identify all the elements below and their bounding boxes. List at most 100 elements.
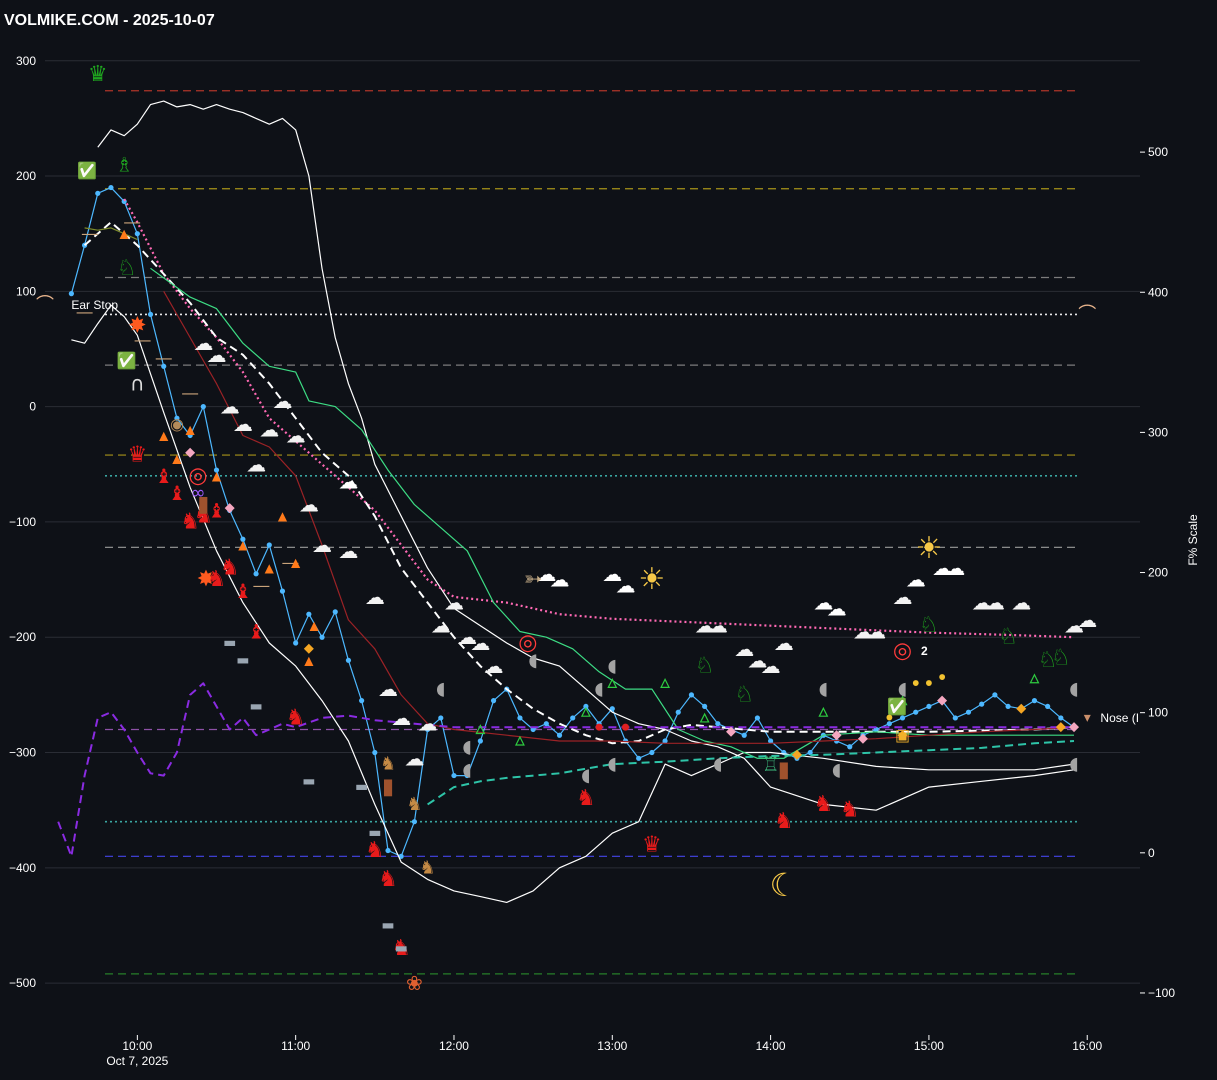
- y-tick-label: −100: [9, 515, 36, 529]
- cloud-rain-icon: ☁: [365, 585, 385, 609]
- pink-diamond-marker: [831, 730, 842, 741]
- series-point: [95, 190, 101, 196]
- series-point: [952, 715, 958, 721]
- honey-icon: ▣: [895, 726, 910, 745]
- series-line-2: [71, 304, 1075, 904]
- series-point: [147, 311, 154, 318]
- series-group: [57, 100, 1077, 904]
- bishop-red-icon: ♝: [247, 619, 265, 643]
- elephant-icon: ◖: [594, 679, 603, 700]
- series-point: [438, 715, 444, 721]
- series-line-6: [427, 740, 1075, 806]
- elephant-icon: ◖: [608, 656, 617, 677]
- series-point: [847, 744, 853, 750]
- series-point: [715, 721, 721, 727]
- green-triangle-marker: [699, 712, 710, 723]
- pink-diamond-marker: [1069, 722, 1080, 733]
- y-tick-label: −500: [9, 976, 36, 990]
- ear-icon: ⌒: [1078, 304, 1096, 325]
- series-point: [979, 701, 985, 707]
- target-icon: ◎: [893, 639, 912, 664]
- y-axis-right-label: F% Scale: [1186, 514, 1200, 566]
- y-tick-label: 300: [16, 54, 36, 68]
- cloud-rain-icon: ☁: [866, 619, 886, 643]
- boat-icon: ▬: [381, 917, 394, 933]
- y-tick-label: −400: [9, 861, 36, 875]
- green-triangle-marker: [607, 678, 618, 688]
- knight-green-icon: ♘: [998, 625, 1018, 650]
- horse-rider-icon: ♞: [380, 754, 396, 775]
- cloud-rain-icon: ☁: [391, 706, 411, 730]
- cloud-icon: ☁: [602, 562, 622, 586]
- cloud-rain-icon: ☁: [761, 654, 781, 678]
- feather-icon: ―: [124, 213, 140, 232]
- cloud-rain-icon: ☁: [853, 619, 873, 643]
- knight-red-icon: ♞: [220, 556, 240, 581]
- x-tick-label: 15:00: [914, 1039, 944, 1053]
- series-point: [1031, 698, 1038, 704]
- series-line-1: [97, 100, 1075, 811]
- series-point: [161, 363, 167, 369]
- pink-diamond-marker: [857, 733, 868, 744]
- green-triangle-marker: [660, 678, 671, 688]
- fire-icon: ▲: [265, 561, 275, 575]
- series-point: [279, 588, 286, 594]
- series-point: [570, 715, 576, 721]
- bee-icon: •: [936, 666, 948, 690]
- owl-icon: ◉: [170, 414, 184, 433]
- bishop-green-icon: ♗: [115, 153, 133, 177]
- series-point: [174, 415, 180, 421]
- cloud-icon: ☁: [550, 568, 570, 592]
- fire-icon: ▲: [310, 619, 320, 633]
- cloud-rain-icon: ☁: [220, 395, 240, 419]
- series-point: [886, 721, 892, 727]
- series-point: [1045, 703, 1051, 710]
- series-point: [200, 404, 206, 410]
- elephant-icon: ◖: [462, 759, 471, 780]
- archer-icon: ➳: [524, 567, 542, 592]
- cloud-icon: ☁: [827, 596, 847, 620]
- knight-red-icon: ♞: [576, 786, 596, 811]
- red-dot-marker: [595, 723, 603, 731]
- series-point: [253, 571, 259, 577]
- series-point: [899, 715, 906, 721]
- green-triangle-marker: [1029, 673, 1040, 684]
- cloud-icon: ☁: [813, 591, 833, 615]
- series-point: [741, 732, 747, 738]
- knight-red-icon: ♞: [840, 798, 860, 823]
- boat-icon: ▬: [368, 825, 381, 841]
- cloud-rain-icon: ☁: [484, 654, 504, 678]
- series-point: [688, 692, 695, 698]
- green-triangle-marker: [818, 706, 829, 717]
- pink-diamond-marker: [937, 695, 948, 706]
- fire-icon: ▲: [238, 538, 248, 552]
- y2-tick-label: 0: [1148, 846, 1155, 860]
- feather-icon: ―: [77, 303, 93, 322]
- cloud-rain-icon: ☁: [246, 452, 266, 476]
- series-line-8: [57, 682, 1074, 858]
- door-icon: ▮: [382, 775, 394, 800]
- series-point: [293, 640, 299, 646]
- cloud-rain-icon: ☁: [457, 625, 477, 649]
- cloud-rain-icon: ☁: [404, 746, 424, 770]
- bee-icon: •: [883, 706, 895, 730]
- cloud-rain-icon: ☁: [259, 418, 279, 442]
- series-point: [424, 726, 431, 733]
- cloud-icon: ☁: [615, 573, 635, 597]
- series-point: [754, 715, 761, 721]
- bishop-red-icon: ♝: [168, 481, 186, 505]
- pink-diamond-marker: [224, 503, 235, 514]
- series-line-4: [83, 221, 1075, 745]
- moon-icon: ☾: [769, 866, 798, 904]
- y2-tick-label: −100: [1148, 986, 1175, 1000]
- series-point: [649, 749, 655, 756]
- cloud-rain-icon: ☁: [193, 331, 213, 355]
- series-point: [675, 709, 681, 715]
- cloud-rain-icon: ☁: [1011, 591, 1031, 615]
- series-point: [992, 692, 998, 698]
- fire-icon: ▲: [291, 555, 301, 569]
- y-tick-label: −300: [9, 746, 36, 760]
- fire-icon: ▲: [212, 469, 222, 483]
- series-point: [134, 231, 140, 237]
- knight-red-icon: ♞: [286, 705, 306, 730]
